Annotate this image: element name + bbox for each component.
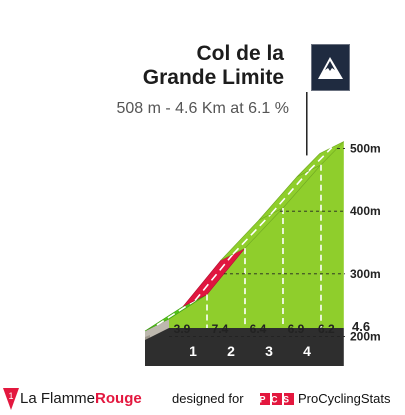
altitude-tick-400: 400m	[350, 204, 381, 218]
gradient-label-2: 7.4	[212, 322, 229, 336]
climb-title-line1: Col de la	[196, 42, 284, 65]
segment-centerline-1	[156, 299, 196, 326]
km-label-2: 2	[227, 343, 235, 359]
pcs-logo: PCS	[260, 393, 295, 405]
altitude-tick-500: 500m	[350, 141, 381, 155]
flamme-rouge-logo: 1	[3, 388, 19, 410]
km-label-1: 1	[189, 343, 197, 359]
segment-centerline-3	[232, 213, 272, 255]
gradient-label-3: 6.4	[250, 322, 267, 336]
climb-stats: 508 m - 4.6 Km at 6.1 %	[116, 100, 289, 117]
km-label-4: 4	[303, 343, 311, 359]
brand-name: La FlammeRouge	[20, 390, 142, 407]
segment-face-3	[245, 208, 283, 328]
segment-face-2	[207, 248, 245, 328]
gradient-label-5: 6.2	[318, 322, 335, 336]
segment-face-4	[283, 164, 321, 328]
segment-centerline-4	[270, 170, 310, 215]
mountain-summit-icon	[311, 44, 350, 91]
svg-text:PCS: PCS	[260, 395, 295, 405]
gradient-label-4: 6.9	[288, 322, 305, 336]
svg-text:1: 1	[8, 391, 13, 401]
procyclingstats-name: ProCyclingStats	[298, 391, 391, 406]
altitude-tick-300: 300m	[350, 267, 381, 281]
end-distance-label: 4.6	[352, 319, 370, 334]
segment-face-5	[321, 141, 344, 328]
designed-for-text: designed for	[172, 391, 244, 406]
segment-face-1	[169, 294, 207, 328]
altitude-tick-200: 200m	[350, 330, 381, 344]
footer: 1 La FlammeRouge designed for PCS ProCyc…	[0, 385, 405, 415]
climb-title-line2: Grande Limite	[142, 66, 284, 89]
segment-centerline-2	[194, 253, 234, 302]
gradient-label-1: 3.9	[174, 322, 191, 336]
segment-centerline-5	[308, 146, 333, 172]
profile-base-band	[145, 328, 344, 366]
km-label-3: 3	[265, 343, 273, 359]
